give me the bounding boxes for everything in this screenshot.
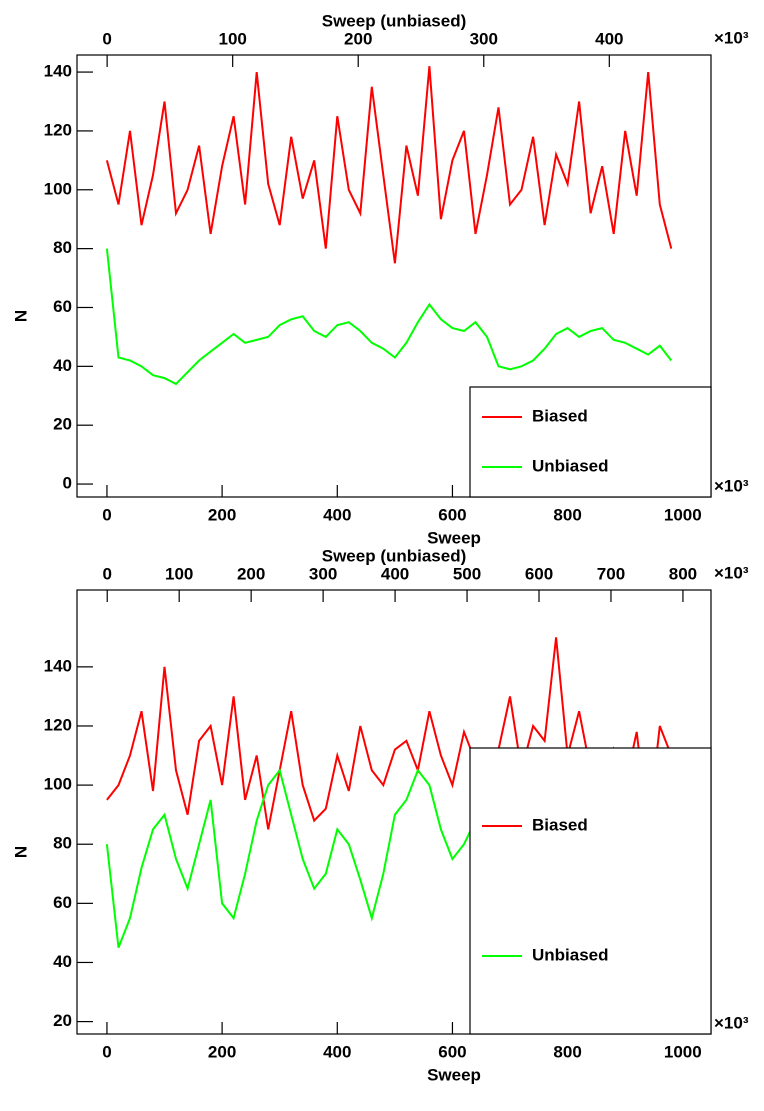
x-tick-label: 400: [323, 1042, 351, 1061]
x-tick-label: 0: [102, 1042, 111, 1061]
x-tick-label: 600: [438, 1042, 466, 1061]
x-tick-label: 400: [323, 505, 351, 524]
x2-tick-label: 600: [525, 564, 553, 583]
x-axis-label: Sweep: [427, 528, 481, 547]
data-line: [105, 66, 673, 264]
x2-exponent: ×10³: [714, 28, 749, 47]
x2-tick-label: 500: [453, 564, 481, 583]
legend-box: [469, 747, 712, 1035]
legend-label: Unbiased: [532, 945, 609, 964]
x2-tick-label: 400: [381, 564, 409, 583]
legend-label: Biased: [532, 406, 588, 425]
x-tick-label: 200: [208, 505, 236, 524]
x-tick-label: 200: [208, 1042, 236, 1061]
x2-tick-label: 300: [470, 29, 498, 48]
y-tick-label: 100: [44, 775, 72, 794]
legend-label: Biased: [532, 815, 588, 834]
x2-tick-label: 200: [237, 564, 265, 583]
x-exponent: ×10³: [714, 476, 749, 495]
x-tick-label: 600: [438, 505, 466, 524]
data-line: [106, 637, 673, 830]
x-axis-label: Sweep: [427, 1065, 481, 1084]
x2-exponent: ×10³: [714, 563, 749, 582]
data-line: [105, 248, 673, 386]
legend-box: [469, 386, 712, 498]
x2-tick-label: 800: [669, 564, 697, 583]
plot-frame: [76, 54, 712, 498]
x2-tick-label: 400: [595, 29, 623, 48]
y-tick-label: 60: [53, 297, 72, 316]
x2-tick-label: 200: [344, 29, 372, 48]
y-axis-label: N: [11, 846, 30, 858]
y-tick-label: 140: [44, 656, 72, 675]
y-tick-label: 20: [53, 1011, 72, 1030]
y-tick-label: 20: [53, 415, 72, 434]
y-tick-label: 80: [53, 238, 72, 257]
y-tick-label: 140: [44, 62, 72, 81]
x2-tick-label: 0: [102, 564, 111, 583]
x2-axis-label: Sweep (unbiased): [322, 11, 467, 30]
x2-tick-label: 100: [165, 564, 193, 583]
x-tick-label: 1000: [664, 505, 702, 524]
y-tick-label: 40: [53, 952, 72, 971]
y-axis-label: N: [11, 310, 30, 322]
x-tick-label: 800: [553, 1042, 581, 1061]
x2-tick-label: 100: [218, 29, 246, 48]
y-tick-label: 120: [44, 715, 72, 734]
x2-tick-label: 300: [309, 564, 337, 583]
x-tick-label: 0: [102, 505, 111, 524]
x2-tick-label: 700: [597, 564, 625, 583]
y-tick-label: 100: [44, 179, 72, 198]
y-tick-label: 0: [63, 474, 72, 493]
y-tick-label: 40: [53, 356, 72, 375]
x2-axis-label: Sweep (unbiased): [322, 546, 467, 565]
y-tick-label: 60: [53, 893, 72, 912]
legend-label: Unbiased: [532, 456, 609, 475]
y-tick-label: 120: [44, 120, 72, 139]
x-tick-label: 800: [553, 505, 581, 524]
y-tick-label: 80: [53, 834, 72, 853]
x-tick-label: 1000: [664, 1042, 702, 1061]
x2-tick-label: 0: [102, 29, 111, 48]
x-exponent: ×10³: [714, 1013, 749, 1032]
